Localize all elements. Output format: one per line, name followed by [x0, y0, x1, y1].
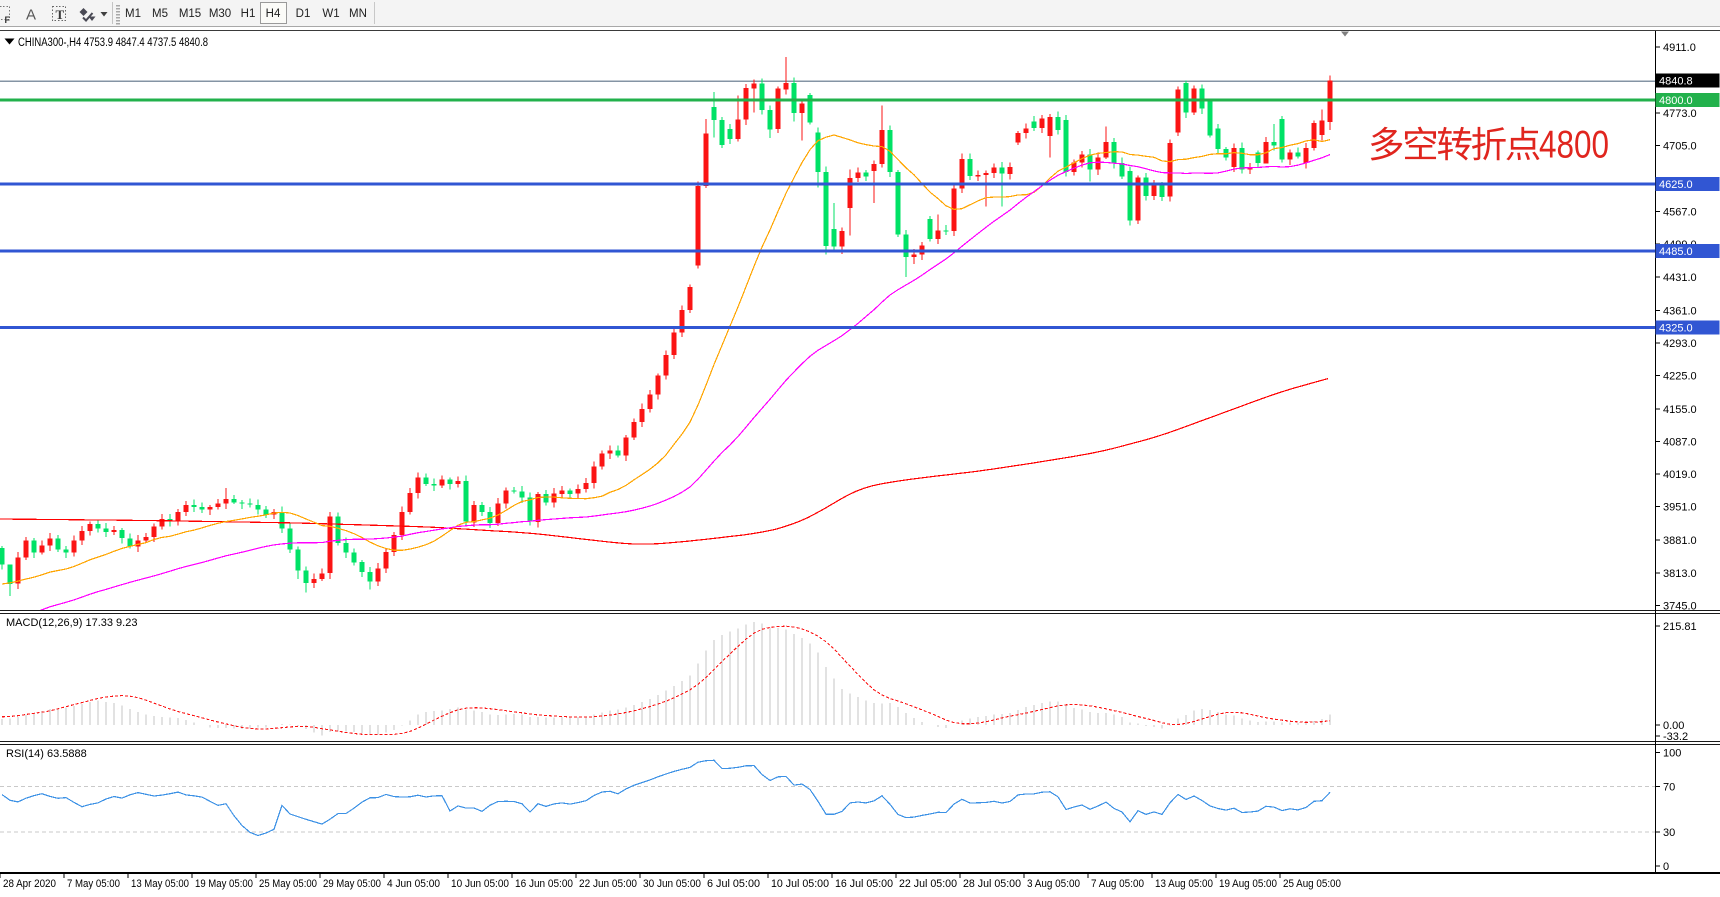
- svg-text:0: 0: [1663, 861, 1669, 873]
- svg-text:M30: M30: [209, 8, 231, 20]
- svg-text:4431.0: 4431.0: [1663, 272, 1697, 284]
- svg-text:7 May 05:00: 7 May 05:00: [67, 878, 120, 890]
- svg-text:3 Aug 05:00: 3 Aug 05:00: [1027, 878, 1080, 890]
- svg-text:M5: M5: [152, 8, 168, 20]
- svg-text:H1: H1: [241, 8, 256, 20]
- svg-text:3951.0: 3951.0: [1663, 502, 1697, 514]
- svg-text:29 May 05:00: 29 May 05:00: [323, 878, 381, 890]
- svg-text:4567.0: 4567.0: [1663, 207, 1697, 219]
- svg-text:4625.0: 4625.0: [1659, 179, 1693, 191]
- svg-text:4800.0: 4800.0: [1659, 95, 1693, 107]
- svg-text:25 May 05:00: 25 May 05:00: [259, 878, 317, 890]
- svg-text:215.81: 215.81: [1663, 621, 1697, 633]
- svg-text:4019.0: 4019.0: [1663, 469, 1697, 481]
- svg-text:MN: MN: [349, 8, 367, 20]
- svg-text:19 Aug 05:00: 19 Aug 05:00: [1219, 878, 1277, 890]
- svg-text:A: A: [26, 7, 36, 24]
- svg-text:4 Jun 05:00: 4 Jun 05:00: [387, 878, 440, 890]
- svg-text:22 Jun 05:00: 22 Jun 05:00: [579, 878, 637, 890]
- svg-text:3881.0: 3881.0: [1663, 535, 1697, 547]
- svg-text:6 Jul 05:00: 6 Jul 05:00: [707, 878, 760, 890]
- svg-text:19 May 05:00: 19 May 05:00: [195, 878, 253, 890]
- svg-text:H4: H4: [266, 8, 281, 20]
- svg-text:0.00: 0.00: [1663, 720, 1684, 732]
- svg-text:13 May 05:00: 13 May 05:00: [131, 878, 189, 890]
- svg-text:10 Jun 05:00: 10 Jun 05:00: [451, 878, 509, 890]
- svg-text:22 Jul 05:00: 22 Jul 05:00: [899, 878, 957, 890]
- svg-text:4087.0: 4087.0: [1663, 437, 1697, 449]
- svg-text:4325.0: 4325.0: [1659, 323, 1693, 335]
- svg-text:3745.0: 3745.0: [1663, 600, 1697, 612]
- svg-text:4361.0: 4361.0: [1663, 305, 1697, 317]
- svg-text:70: 70: [1663, 782, 1675, 794]
- svg-text:16 Jul 05:00: 16 Jul 05:00: [835, 878, 893, 890]
- svg-text:4485.0: 4485.0: [1659, 246, 1693, 258]
- svg-text:100: 100: [1663, 748, 1681, 760]
- svg-text:F: F: [5, 15, 11, 25]
- svg-text:30: 30: [1663, 827, 1675, 839]
- svg-text:4225.0: 4225.0: [1663, 370, 1697, 382]
- svg-text:4840.8: 4840.8: [1659, 76, 1693, 88]
- svg-text:4155.0: 4155.0: [1663, 404, 1697, 416]
- svg-text:4705.0: 4705.0: [1663, 141, 1697, 153]
- svg-text:28 Jul 05:00: 28 Jul 05:00: [963, 878, 1021, 890]
- svg-text:D1: D1: [296, 8, 311, 20]
- svg-text:4293.0: 4293.0: [1663, 338, 1697, 350]
- svg-text:25 Aug 05:00: 25 Aug 05:00: [1283, 878, 1341, 890]
- svg-text:13 Aug 05:00: 13 Aug 05:00: [1155, 878, 1213, 890]
- svg-text:M15: M15: [179, 8, 201, 20]
- svg-text:28 Apr 2020: 28 Apr 2020: [3, 878, 56, 890]
- svg-text:-33.2: -33.2: [1663, 731, 1688, 743]
- svg-text:M1: M1: [125, 8, 141, 20]
- svg-text:16 Jun 05:00: 16 Jun 05:00: [515, 878, 573, 890]
- svg-text:7 Aug 05:00: 7 Aug 05:00: [1091, 878, 1144, 890]
- svg-text:CHINA300-,H4 4753.9 4847.4 47: CHINA300-,H4 4753.9 4847.4 4737.5 4840.8: [18, 37, 208, 49]
- svg-text:RSI(14) 63.5888: RSI(14) 63.5888: [6, 748, 87, 760]
- svg-text:MACD(12,26,9) 17.33 9.23: MACD(12,26,9) 17.33 9.23: [6, 617, 137, 629]
- svg-text:30 Jun 05:00: 30 Jun 05:00: [643, 878, 701, 890]
- svg-text:3813.0: 3813.0: [1663, 568, 1697, 580]
- svg-text:4911.0: 4911.0: [1663, 42, 1696, 54]
- svg-text:4800: 4800: [1539, 124, 1609, 167]
- svg-text:W1: W1: [322, 8, 339, 20]
- svg-text:T: T: [56, 7, 65, 22]
- svg-text:10 Jul 05:00: 10 Jul 05:00: [771, 878, 829, 890]
- svg-text:4773.0: 4773.0: [1663, 108, 1697, 120]
